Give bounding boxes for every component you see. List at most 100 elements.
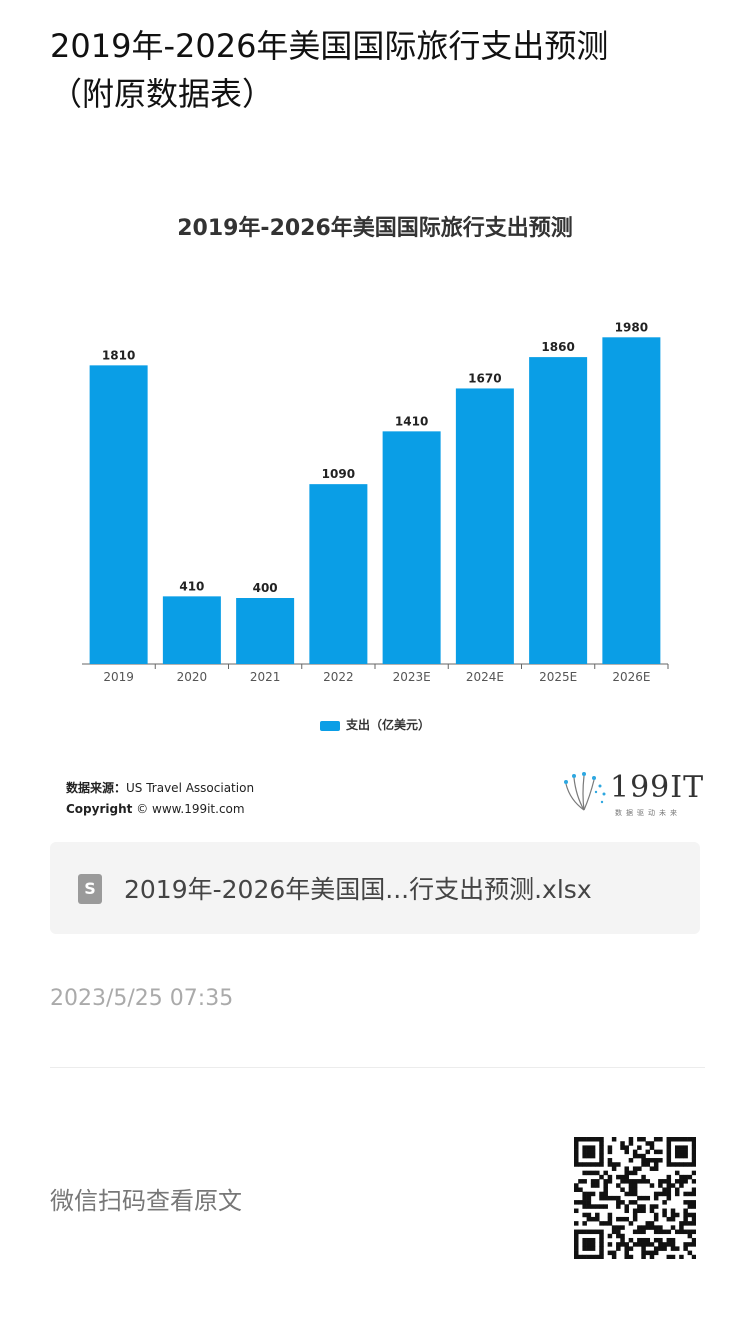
qr-module <box>653 1250 659 1256</box>
qr-module <box>649 1158 655 1163</box>
x-tick-label: 2025E <box>539 670 577 684</box>
qr-module <box>653 1191 659 1197</box>
attachment-file-card[interactable]: S 2019年-2026年美国国...行支出预测.xlsx <box>50 842 700 934</box>
qr-module <box>603 1170 608 1176</box>
qr-module <box>624 1254 629 1259</box>
qr-module <box>674 1179 680 1184</box>
qr-module <box>649 1204 655 1209</box>
attachment-filename[interactable]: 2019年-2026年美国国...行支出预测.xlsx <box>124 875 592 904</box>
qr-module <box>691 1137 696 1142</box>
x-tick-label: 2023E <box>393 670 431 684</box>
qr-module <box>691 1158 696 1163</box>
source-line: 数据来源：US Travel Association <box>66 778 254 799</box>
dandelion-logo-icon <box>564 772 606 811</box>
199it-logo: 199IT 数据驱动未来 <box>560 770 703 818</box>
qr-module <box>666 1162 672 1167</box>
qr-module <box>670 1208 676 1214</box>
qr-module <box>607 1216 613 1222</box>
qr-module <box>683 1246 688 1251</box>
qr-module <box>679 1229 684 1235</box>
qr-module <box>599 1141 604 1146</box>
qr-module <box>662 1191 667 1197</box>
qr-module <box>641 1242 646 1247</box>
qr-module <box>674 1246 680 1251</box>
copyright-symbol: © <box>136 802 149 816</box>
qr-module <box>616 1242 621 1247</box>
qr-module <box>687 1250 693 1256</box>
qr-module <box>658 1158 663 1163</box>
qr-module <box>641 1229 646 1235</box>
qr-module <box>662 1200 667 1205</box>
qr-module <box>683 1153 688 1159</box>
qr-module <box>582 1137 587 1142</box>
qr-module <box>590 1145 596 1150</box>
qr-module <box>599 1153 604 1159</box>
qr-module <box>586 1195 592 1201</box>
qr-module <box>607 1149 613 1155</box>
qr-module <box>582 1170 587 1176</box>
qr-module <box>620 1187 625 1192</box>
qr-module <box>574 1237 579 1243</box>
qr-module <box>662 1187 667 1192</box>
qr-module <box>574 1233 579 1239</box>
qr-module <box>637 1179 642 1184</box>
qr-module <box>578 1200 583 1205</box>
qr-module <box>611 1166 617 1171</box>
qr-module <box>666 1149 672 1155</box>
qr-module <box>599 1237 604 1243</box>
qr-code[interactable] <box>574 1137 696 1259</box>
qr-module <box>683 1221 688 1226</box>
qr-module <box>679 1137 684 1142</box>
qr-module <box>628 1221 634 1226</box>
qr-module <box>674 1187 680 1192</box>
bar-2020 <box>162 596 221 664</box>
qr-module <box>628 1170 634 1176</box>
qr-module <box>670 1162 676 1167</box>
x-tick-label: 2026E <box>612 670 650 684</box>
qr-module <box>582 1179 587 1184</box>
chart-source: 数据来源：US Travel Association Copyright © w… <box>66 778 254 820</box>
qr-module <box>611 1229 617 1235</box>
article-title: 2019年-2026年美国国际旅行支出预测 （附原数据表） <box>50 22 700 118</box>
bar-2022 <box>309 484 368 664</box>
qr-module <box>574 1221 579 1226</box>
qr-module <box>683 1174 688 1180</box>
qr-module <box>670 1216 676 1222</box>
qr-module <box>653 1225 659 1230</box>
qr-module <box>691 1237 696 1243</box>
qr-module <box>628 1179 634 1184</box>
qr-module <box>632 1170 638 1176</box>
qr-module <box>683 1208 688 1214</box>
qr-module <box>637 1237 642 1243</box>
qr-module <box>620 1141 625 1146</box>
qr-module <box>590 1183 596 1188</box>
qr-module <box>574 1141 579 1146</box>
qr-module <box>649 1166 655 1171</box>
qr-module <box>674 1137 680 1142</box>
qr-module <box>637 1225 642 1230</box>
qr-module <box>632 1183 638 1188</box>
qr-module <box>641 1204 646 1209</box>
qr-module <box>649 1208 655 1214</box>
qr-module <box>582 1204 587 1209</box>
qr-module <box>590 1162 596 1167</box>
qr-module <box>620 1216 625 1222</box>
qr-module <box>637 1145 642 1150</box>
qr-module <box>574 1137 579 1142</box>
qr-module <box>595 1137 600 1142</box>
qr-module <box>595 1162 600 1167</box>
qr-module <box>632 1216 638 1222</box>
qr-module <box>603 1204 608 1209</box>
qr-module <box>649 1221 655 1226</box>
bar-value-label: 1410 <box>395 414 428 428</box>
qr-module <box>582 1242 587 1247</box>
qr-module <box>653 1229 659 1235</box>
qr-module <box>674 1191 680 1197</box>
qr-module <box>687 1221 693 1226</box>
chart-image[interactable]: 2019年-2026年美国国际旅行支出预测 1810 2019 410 2020 400… <box>50 180 703 830</box>
qr-module <box>641 1195 646 1201</box>
qr-module <box>611 1254 617 1259</box>
qr-module <box>691 1179 696 1184</box>
legend-swatch <box>319 720 340 731</box>
qr-module <box>574 1158 579 1163</box>
